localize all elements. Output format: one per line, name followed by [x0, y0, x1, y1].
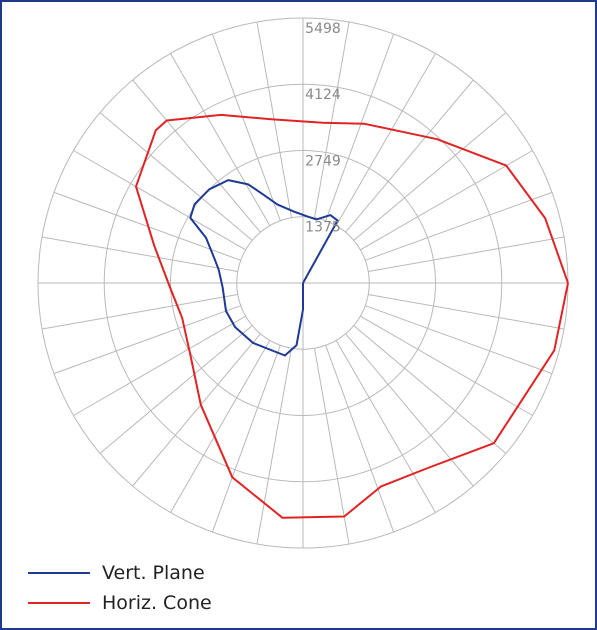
grid-spoke [73, 150, 246, 251]
legend-swatch-horiz-cone [28, 602, 90, 604]
grid-spoke [345, 79, 474, 233]
series-line-horiz-cone [135, 113, 569, 519]
grid-spoke [132, 333, 261, 487]
grid-spoke [41, 236, 238, 272]
grid-spoke [325, 33, 395, 221]
legend-swatch-vert-plane [28, 572, 90, 574]
r-tick-label: 4124 [305, 87, 341, 103]
series-line-vert-plane [189, 179, 339, 357]
series-layer [135, 113, 569, 519]
r-tick-label: 1375 [305, 220, 341, 236]
legend: Vert. Plane Horiz. Cone [28, 558, 212, 618]
grid-spoke [365, 305, 553, 375]
grid-spoke [368, 294, 565, 330]
grid-ring [236, 216, 370, 350]
grid-spoke [345, 333, 474, 487]
radial-tick-labels: 1375 2749 4124 5498 [305, 21, 341, 236]
grid-spoke [53, 305, 241, 375]
grid-ring [103, 83, 503, 483]
grid-ring [170, 150, 436, 416]
r-tick-label: 5498 [305, 21, 341, 37]
r-tick-label: 2749 [305, 154, 341, 170]
grid-spoke [132, 79, 261, 233]
grid-spoke [314, 348, 350, 545]
grid-spoke [353, 325, 507, 454]
grid-spoke [99, 325, 253, 454]
grid-spoke [211, 345, 281, 533]
grid-spoke [41, 294, 238, 330]
grid-spoke [360, 315, 533, 416]
legend-label-vert-plane: Vert. Plane [102, 562, 205, 584]
grid-spoke [99, 112, 253, 241]
grid-spoke [365, 191, 553, 261]
grid-spoke [73, 315, 246, 416]
grid-spoke [170, 53, 271, 226]
legend-item-horiz-cone: Horiz. Cone [28, 588, 212, 618]
grid-spoke [335, 53, 436, 226]
legend-item-vert-plane: Vert. Plane [28, 558, 212, 588]
grid-spoke [353, 112, 507, 241]
grid-spoke [325, 345, 395, 533]
grid-spoke [211, 33, 281, 221]
grid-spoke [256, 348, 292, 545]
grid-spoke [368, 236, 565, 272]
grid-spoke [335, 340, 436, 513]
grid-spoke [314, 21, 350, 218]
legend-label-horiz-cone: Horiz. Cone [102, 592, 212, 614]
grid-spoke [170, 340, 271, 513]
grid-spoke [360, 150, 533, 251]
